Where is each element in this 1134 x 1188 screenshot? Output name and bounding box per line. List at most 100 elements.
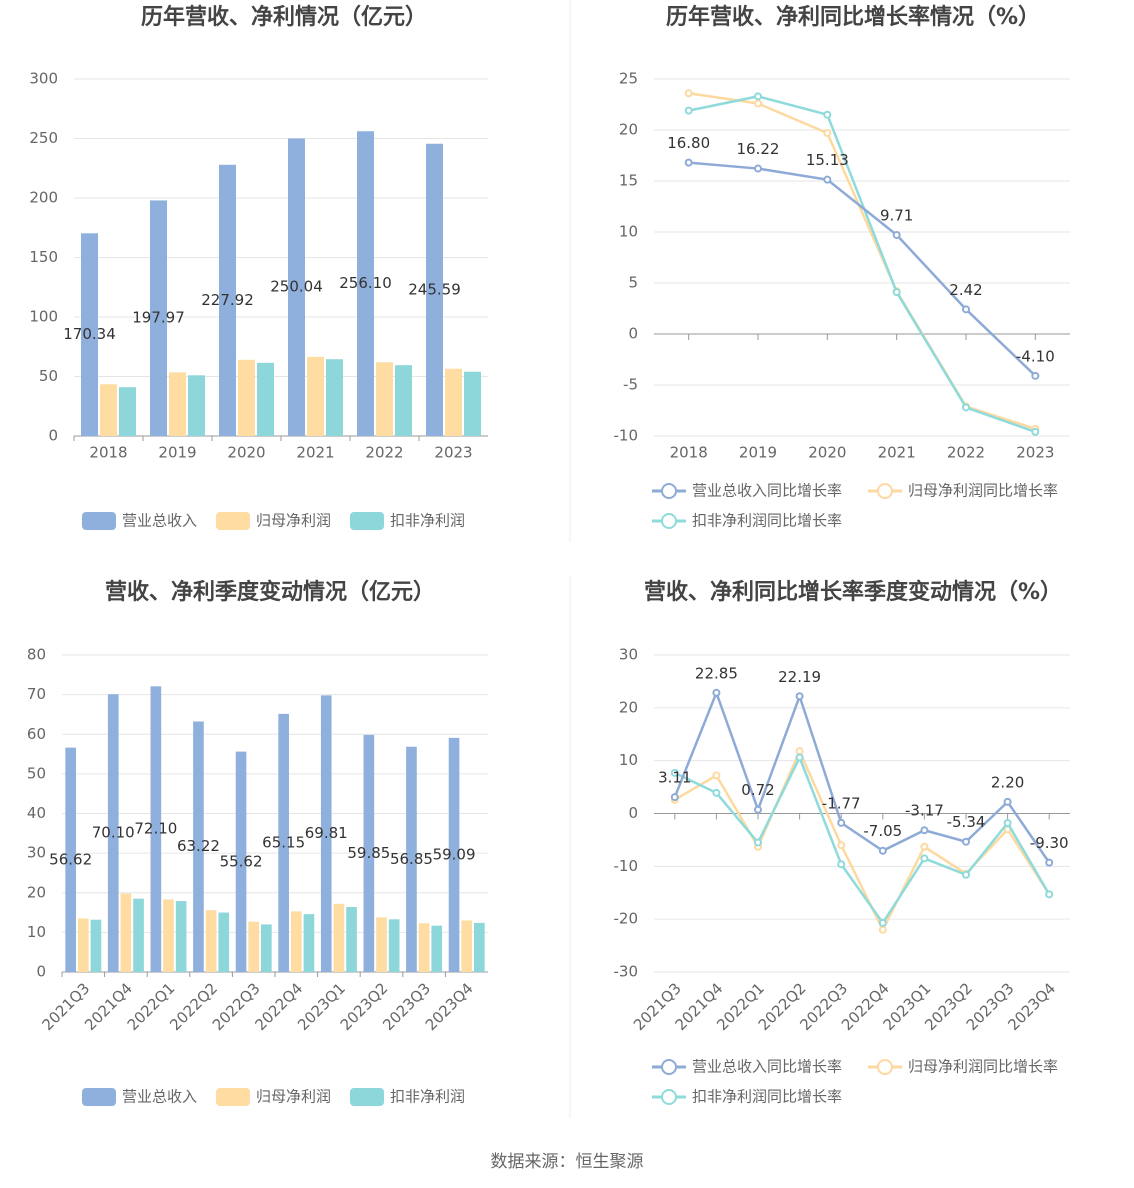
value-label: -3.17 (905, 802, 944, 820)
point (1045, 858, 1054, 867)
legend-marker (661, 483, 677, 499)
x-tick-label: 2019 (158, 444, 196, 462)
x-tick-label: 2020 (808, 444, 846, 462)
bar (261, 924, 272, 972)
legend-label: 营业总收入 (122, 512, 197, 530)
legend-swatch (216, 512, 250, 530)
legend-marker (877, 1059, 893, 1075)
bar (363, 734, 375, 972)
value-label: 16.80 (667, 134, 710, 152)
value-label: 227.92 (201, 291, 254, 309)
x-tick-label: 2023 (1016, 444, 1054, 462)
y-tick-label: 300 (29, 70, 58, 88)
y-tick-label: 10 (619, 751, 638, 769)
bar (320, 695, 332, 972)
bar (357, 131, 374, 436)
point (712, 788, 721, 797)
bar (120, 893, 132, 972)
point (754, 838, 762, 847)
bar (474, 922, 485, 972)
x-tick-label: 2018 (89, 444, 127, 462)
y-tick-label: 20 (27, 883, 46, 901)
bar (65, 747, 76, 972)
x-tick-label: 2019 (739, 444, 777, 462)
point (795, 692, 804, 701)
y-tick-label: 25 (619, 70, 638, 88)
chart-title: 营收、净利同比增长率季度变动情况（%） (644, 579, 1062, 605)
bar (303, 914, 315, 972)
bar (219, 164, 236, 436)
y-tick-label: 80 (27, 646, 46, 664)
bar (290, 911, 302, 972)
y-tick-label: 30 (619, 646, 638, 664)
legend-label: 营业总收入同比增长率 (692, 482, 842, 500)
x-tick-label: 2023Q4 (422, 979, 477, 1034)
legend-swatch (82, 1088, 116, 1106)
point (962, 870, 970, 879)
bar (278, 713, 289, 972)
value-label: 70.10 (92, 824, 135, 842)
y-tick-label: 200 (29, 189, 58, 207)
chart-title: 历年营收、净利情况（亿元） (141, 4, 427, 30)
legend-marker (877, 483, 893, 499)
point (823, 129, 832, 138)
bar (326, 359, 343, 436)
legend-label: 营业总收入 (122, 1088, 197, 1106)
y-tick-label: 0 (36, 963, 46, 981)
value-label: 16.22 (737, 140, 780, 158)
value-label: -9.30 (1030, 834, 1069, 852)
bar (431, 925, 443, 972)
point (878, 925, 887, 934)
value-label: 2.20 (991, 773, 1024, 791)
point (712, 688, 721, 697)
point (754, 164, 762, 173)
legend-swatch (216, 1088, 250, 1106)
point (962, 837, 970, 846)
value-label: 250.04 (270, 278, 323, 296)
value-label: 55.62 (220, 852, 263, 870)
bar (81, 233, 98, 436)
point (837, 860, 846, 869)
y-tick-label: -10 (614, 427, 639, 445)
bar (333, 903, 345, 972)
bar (100, 384, 117, 436)
x-tick-label: 2023 (434, 444, 472, 462)
value-label: 15.13 (806, 151, 849, 169)
bar (77, 918, 89, 972)
point (837, 841, 846, 850)
value-label: 72.10 (134, 820, 177, 838)
y-tick-label: 20 (619, 698, 638, 716)
legend-swatch (82, 512, 116, 530)
bar (150, 200, 167, 436)
y-tick-label: 5 (628, 274, 638, 292)
value-label: 63.22 (177, 837, 220, 855)
point (670, 768, 679, 777)
bar (205, 910, 217, 972)
point (837, 818, 846, 827)
chart-title: 营收、净利季度变动情况（亿元） (105, 579, 435, 605)
value-label: 3.11 (658, 769, 691, 787)
bar (461, 920, 473, 972)
bar (307, 356, 324, 436)
bar (346, 907, 357, 972)
value-label: 245.59 (408, 280, 461, 298)
chart-title: 历年营收、净利同比增长率情况（%） (666, 4, 1040, 30)
bar (376, 362, 393, 436)
point (892, 288, 901, 297)
legend-swatch (350, 1088, 384, 1106)
bar (218, 912, 230, 972)
legend-label: 扣非净利润同比增长率 (692, 512, 842, 530)
point (712, 771, 721, 780)
y-tick-label: 100 (29, 308, 58, 326)
legend-marker (661, 1089, 677, 1105)
value-label: 256.10 (339, 274, 392, 292)
bar (418, 923, 430, 972)
series-line (688, 95, 1036, 434)
legend-label: 营业总收入同比增长率 (692, 1058, 842, 1076)
bar (150, 686, 162, 972)
legend-label: 归母净利润同比增长率 (908, 482, 1058, 500)
y-tick-label: 30 (27, 844, 46, 862)
legend-label: 归母净利润 (256, 512, 331, 530)
y-tick-label: 50 (39, 367, 58, 385)
bar (163, 899, 174, 972)
